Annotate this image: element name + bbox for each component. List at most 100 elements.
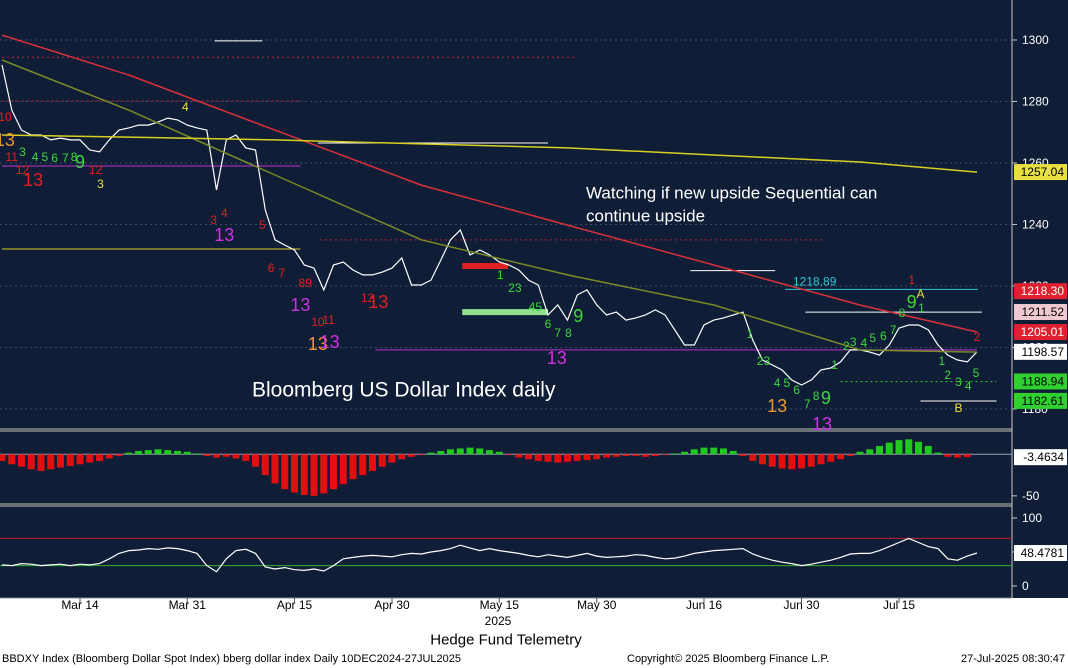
- series-line: [1, 134, 978, 173]
- sequential-count: 5: [973, 366, 980, 380]
- bar: [310, 454, 318, 496]
- bar: [963, 454, 971, 458]
- price-badge: [1014, 373, 1067, 390]
- bar: [291, 454, 298, 493]
- bar: [554, 454, 562, 463]
- series-line: [1, 64, 978, 386]
- bar: [66, 454, 74, 466]
- y-tick-label: 1240: [1022, 217, 1049, 231]
- sequential-count: 6: [268, 261, 275, 275]
- bar: [27, 454, 35, 470]
- sequential-count: 6: [880, 329, 887, 343]
- bar: [476, 448, 484, 455]
- bar: [96, 454, 103, 461]
- sequential-count: 23: [508, 281, 522, 295]
- x-tick-label: Jul 15: [883, 598, 915, 612]
- sequential-count: 13: [23, 170, 43, 190]
- bar: [495, 451, 503, 455]
- bar: [154, 449, 162, 455]
- bar: [885, 442, 893, 455]
- sequential-count: 4: [861, 336, 868, 350]
- level-label: 1218.89: [793, 274, 837, 288]
- bar: [135, 450, 142, 455]
- bar: [895, 440, 903, 455]
- bar: [349, 454, 357, 480]
- bar: [720, 448, 727, 455]
- sequential-count: 8: [565, 326, 572, 340]
- bar: [876, 445, 883, 455]
- bar: [534, 454, 542, 461]
- price-badge-label: 1257.04: [1021, 165, 1065, 179]
- sequential-count: 12: [89, 163, 103, 177]
- last-value-badge: [1014, 545, 1067, 562]
- y-tick-label: 0: [1022, 579, 1029, 593]
- bar: [817, 454, 825, 465]
- footer-copyright: Copyright© 2025 Bloomberg Finance L.P.: [627, 653, 829, 665]
- sequential-count: 13: [290, 295, 310, 315]
- y-tick-label: 1280: [1022, 94, 1049, 108]
- last-value-badge: [1014, 449, 1067, 466]
- y-tick-label: -50: [1022, 489, 1040, 503]
- sequential-count: 3: [19, 145, 26, 159]
- bar: [807, 454, 815, 467]
- bar: [37, 454, 45, 471]
- x-year-label: 2025: [485, 614, 512, 628]
- sequential-count: 1: [831, 358, 838, 372]
- bar: [115, 454, 123, 456]
- sequential-count: 13: [214, 225, 234, 245]
- series-line: [1, 537, 978, 573]
- last-value-badge-label: 48.4781: [1021, 546, 1065, 560]
- sequential-count: B: [954, 401, 962, 415]
- sequential-count: 1: [939, 354, 946, 368]
- x-tick-label: Apr 30: [374, 598, 410, 612]
- sequential-count: 1: [918, 301, 925, 315]
- bar: [369, 454, 376, 471]
- bar: [193, 453, 201, 455]
- sequential-count: 13: [547, 348, 567, 368]
- sequential-count: 1: [497, 268, 504, 282]
- bar: [144, 450, 152, 455]
- bar: [18, 454, 25, 467]
- bar: [778, 454, 786, 469]
- price-badge: [1014, 304, 1067, 321]
- sequential-count: 11: [6, 150, 19, 164]
- footer-security: BBDXY Index (Bloomberg Dollar Spot Index…: [2, 653, 461, 665]
- sequential-count: 8: [813, 389, 820, 403]
- sequential-count: 13: [308, 334, 328, 354]
- sequential-count: 7: [278, 266, 285, 280]
- bar: [447, 449, 454, 455]
- x-tick-label: May 30: [577, 598, 617, 612]
- annotation-note: Watching if new upside Sequential can: [586, 184, 877, 203]
- sequential-count: 2: [944, 368, 951, 382]
- x-tick-label: Mar 31: [169, 598, 207, 612]
- bar: [612, 454, 620, 457]
- bar: [271, 454, 279, 484]
- sequential-count: 4: [182, 100, 189, 114]
- bar: [378, 454, 386, 467]
- sequential-count: 2: [843, 339, 850, 353]
- series-line: [1, 34, 978, 333]
- sequential-count: 13: [812, 414, 832, 434]
- bar: [661, 454, 669, 456]
- chart-title: Bloomberg US Dollar Index daily: [252, 379, 556, 402]
- bar: [846, 454, 854, 456]
- sequential-count: 10: [311, 315, 325, 329]
- sequential-count: 45: [529, 300, 543, 314]
- sequential-count: 12: [361, 291, 375, 305]
- bar: [856, 451, 864, 455]
- bar: [749, 454, 757, 461]
- bar: [671, 453, 679, 455]
- bar: [203, 454, 211, 456]
- series-line: [1, 59, 978, 353]
- sequential-count: 7: [554, 326, 561, 340]
- bar: [183, 451, 191, 455]
- bar: [593, 454, 601, 460]
- bar: [866, 449, 874, 455]
- bar: [486, 450, 493, 455]
- sequential-count: 11: [322, 313, 335, 327]
- bar: [261, 454, 269, 476]
- sequential-count: 13: [368, 292, 388, 312]
- sequential-count: 12: [16, 163, 30, 177]
- bar: [388, 454, 396, 463]
